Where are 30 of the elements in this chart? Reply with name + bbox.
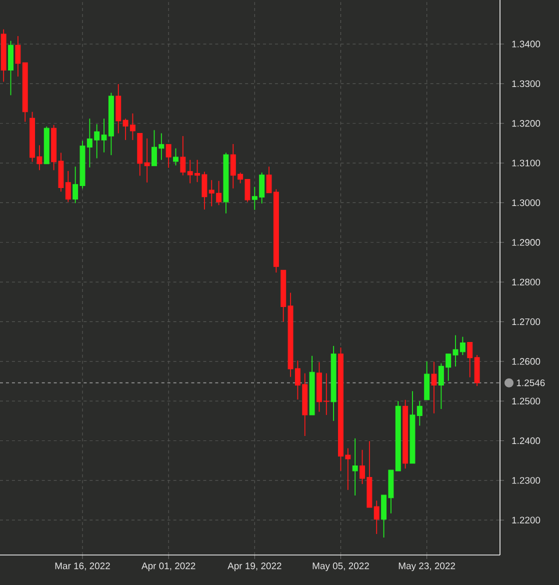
y-tick-label: 1.2400 [512, 437, 540, 444]
y-tick-label: 1.2200 [512, 516, 540, 524]
y-tick-label: 1.2500 [512, 398, 540, 404]
y-tick-label: 1.3300 [512, 80, 540, 88]
y-tick-label: 1.3400 [512, 40, 540, 48]
candlestick [416, 400, 422, 426]
ref-line-label: 1.2546 [516, 379, 545, 386]
x-tick-label: Apr 01, 2022 [141, 562, 196, 572]
candlestick [173, 148, 178, 166]
candlestick [166, 144, 172, 168]
candlestick [15, 36, 21, 78]
candlestick [467, 342, 473, 378]
y-tick-label: 1.2600 [512, 358, 540, 365]
y-tick-label: 1.2800 [512, 278, 540, 286]
y-tick-label: 1.3200 [512, 120, 540, 127]
candlestick [431, 361, 437, 414]
y-tick-label: 1.2700 [512, 318, 540, 326]
candlestick [144, 138, 150, 183]
x-tick-label: May 05, 2022 [312, 562, 369, 572]
candlestick [374, 500, 380, 534]
x-tick-label: Apr 19, 2022 [228, 562, 282, 572]
y-tick-label: 1.2900 [512, 239, 540, 246]
y-tick-label: 1.3000 [512, 199, 540, 206]
candlestick [65, 170, 71, 202]
x-tick-label: Mar 16, 2022 [55, 562, 110, 570]
candlestick [180, 136, 186, 176]
y-tick-label: 1.2300 [512, 477, 540, 484]
y-tick-label: 1.3100 [512, 160, 540, 166]
candlestick [352, 438, 358, 496]
x-tick-label: May 23, 2022 [398, 562, 456, 572]
